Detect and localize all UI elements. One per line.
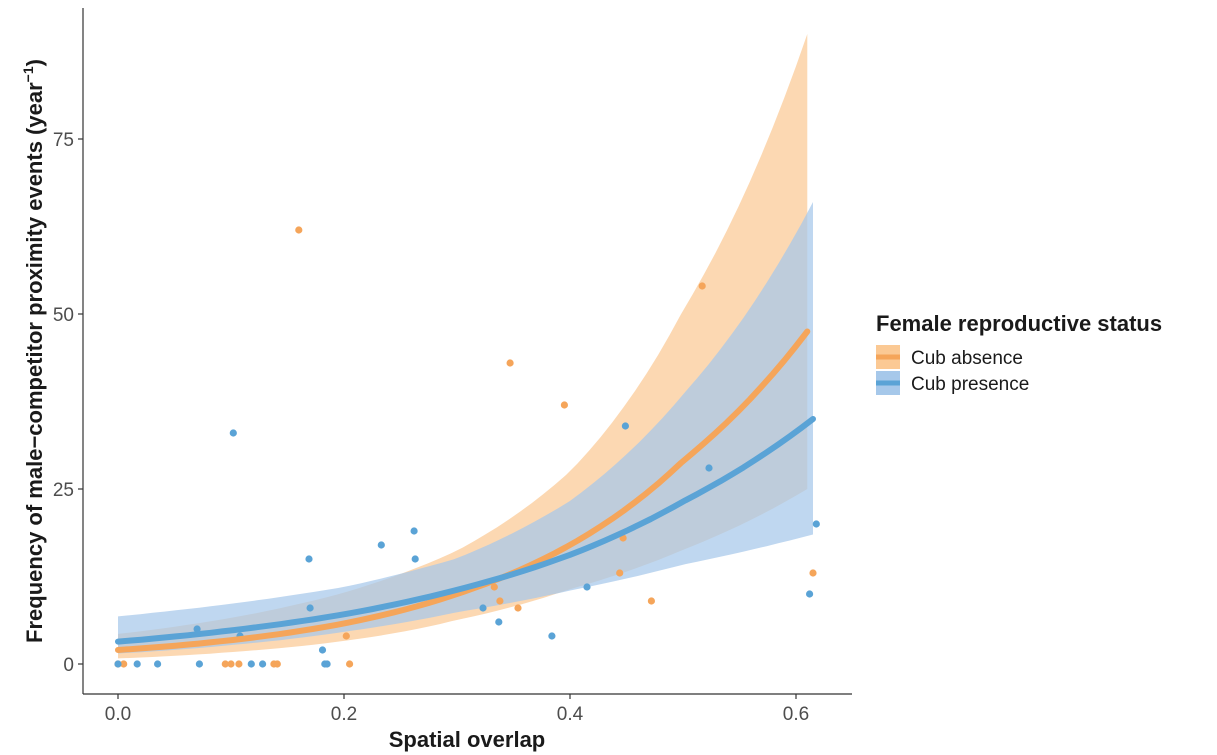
data-point-cub-presence xyxy=(812,520,820,528)
data-point-cub-absence xyxy=(235,660,243,668)
data-point-cub-presence xyxy=(114,660,122,668)
data-point-cub-presence xyxy=(411,555,419,563)
axes xyxy=(82,8,852,695)
data-point-cub-absence xyxy=(698,282,706,290)
legend-label-cub-absence: Cub absence xyxy=(911,348,1023,369)
data-point-cub-presence xyxy=(621,422,630,430)
y-tick-label: 25 xyxy=(53,480,74,501)
data-point-cub-presence xyxy=(247,660,255,668)
legend-item-cub-presence: Cub presence xyxy=(876,371,1029,395)
data-point-cub-presence xyxy=(705,464,713,472)
data-point-cub-presence xyxy=(495,618,503,626)
data-point-cub-absence xyxy=(647,597,656,605)
data-point-cub-absence xyxy=(560,401,569,409)
x-tick-label: 0.2 xyxy=(331,704,357,725)
fit-line-cub-presence xyxy=(115,416,816,645)
data-point-cub-presence xyxy=(195,660,203,668)
y-axis-title: Frequency of male−competitor proximity e… xyxy=(20,59,47,643)
data-point-cub-presence xyxy=(318,646,327,654)
fit-line-cub-absence xyxy=(115,328,811,653)
data-point-cub-presence xyxy=(410,527,418,535)
y-tick-label: 75 xyxy=(53,130,74,151)
data-point-cub-presence xyxy=(548,632,556,640)
y-tick-label: 0 xyxy=(63,655,74,676)
data-point-cub-absence xyxy=(346,660,354,668)
data-point-cub-presence xyxy=(193,625,201,633)
x-tick-label: 0.6 xyxy=(783,704,809,725)
data-point-cub-absence xyxy=(120,660,128,668)
confidence-band-cub-presence xyxy=(118,202,813,654)
y-axis-title-main: Frequency of male−competitor proximity e… xyxy=(22,82,47,643)
data-point-cub-absence xyxy=(490,583,498,591)
data-point-cub-presence xyxy=(229,429,237,437)
data-point-cub-presence xyxy=(479,604,487,612)
data-point-cub-absence xyxy=(295,226,303,234)
data-point-cub-presence xyxy=(154,660,162,668)
legend: Female reproductive status Cub absence C… xyxy=(876,311,1162,395)
data-point-cub-absence xyxy=(342,632,350,640)
data-point-cub-absence xyxy=(227,660,235,668)
y-axis-title-suffix: ) xyxy=(22,59,47,66)
data-point-cub-presence xyxy=(323,660,331,668)
data-point-cub-absence xyxy=(273,660,281,668)
data-point-cub-presence xyxy=(806,590,814,598)
data-point-cub-presence xyxy=(306,604,314,612)
data-point-cub-presence xyxy=(305,555,313,563)
data-point-cub-presence xyxy=(133,660,141,668)
data-point-cub-absence xyxy=(514,604,522,612)
plot-area xyxy=(114,34,820,668)
data-point-cub-presence xyxy=(259,660,267,668)
legend-item-cub-absence: Cub absence xyxy=(876,345,1023,369)
legend-label-cub-presence: Cub presence xyxy=(911,374,1029,395)
ticks: 0.0 0.2 0.4 0.6 0 25 50 75 xyxy=(53,130,809,725)
legend-title: Female reproductive status xyxy=(876,311,1162,336)
data-point-cub-absence xyxy=(221,660,229,668)
x-axis-title: Spatial overlap xyxy=(389,727,546,752)
y-tick-label: 50 xyxy=(53,305,74,326)
data-point-cub-absence xyxy=(809,569,817,577)
data-point-cub-presence xyxy=(583,583,591,591)
x-tick-label: 0.0 xyxy=(105,704,131,725)
data-point-cub-absence xyxy=(496,597,504,605)
x-tick-label: 0.4 xyxy=(557,704,584,725)
data-point-cub-absence xyxy=(616,569,624,577)
data-point-cub-presence xyxy=(377,541,385,549)
data-point-cub-absence xyxy=(506,359,514,367)
y-axis-title-superscript: −1 xyxy=(20,66,36,82)
